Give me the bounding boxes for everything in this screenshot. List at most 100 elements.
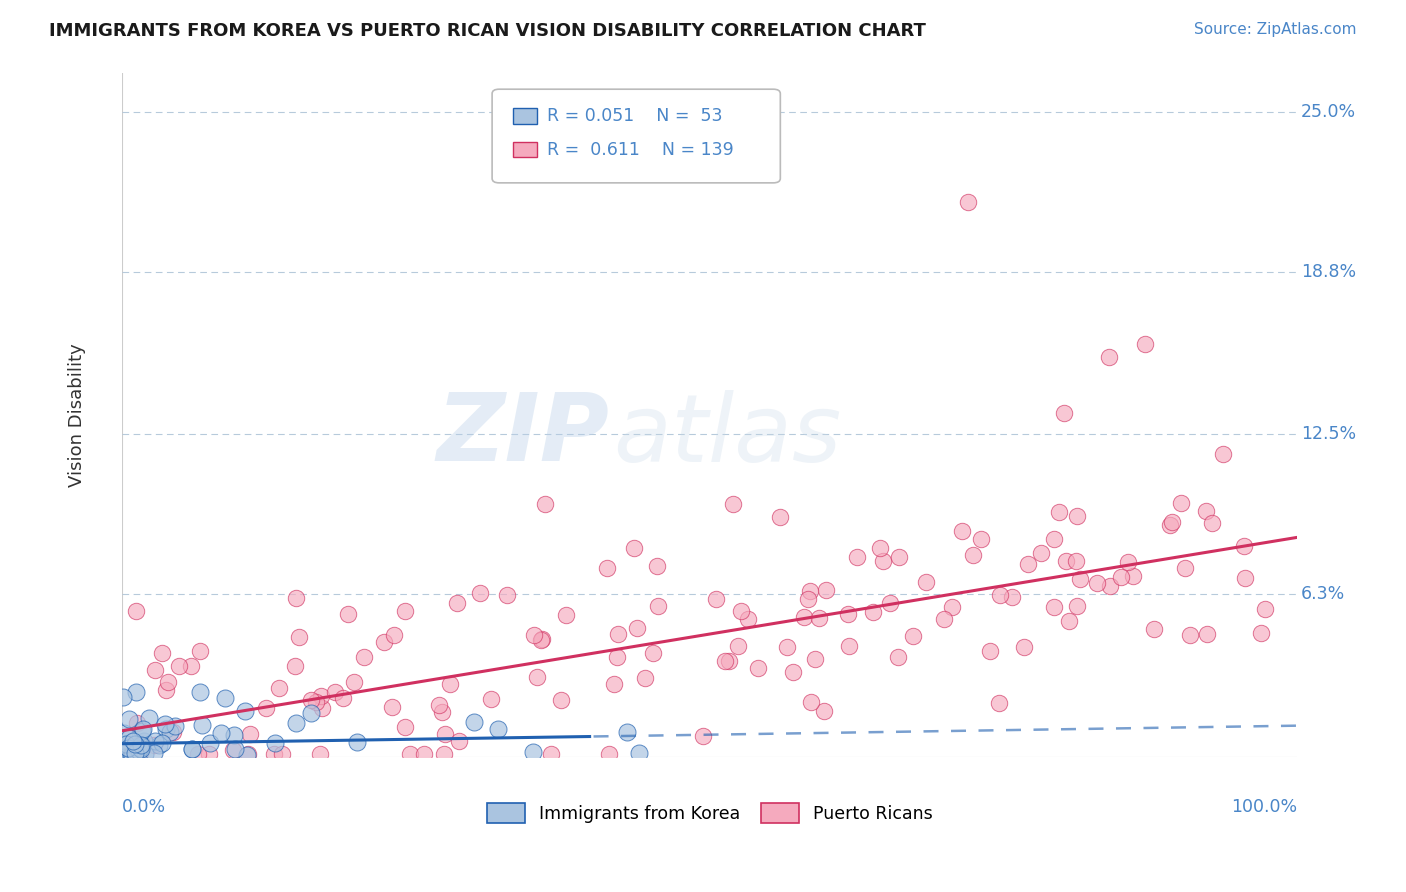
Point — [970, 532, 993, 546]
Point — [496, 588, 519, 602]
Point — [932, 612, 955, 626]
Point — [775, 640, 797, 654]
Point — [1001, 591, 1024, 605]
Point — [1109, 570, 1132, 584]
Point — [233, 704, 256, 718]
Point — [616, 725, 638, 739]
Point — [1122, 568, 1144, 582]
Point — [120, 747, 142, 762]
Point — [309, 747, 332, 761]
Point — [299, 706, 322, 720]
Point — [808, 611, 831, 625]
Point — [606, 649, 628, 664]
Point — [112, 749, 135, 764]
Point — [915, 575, 938, 590]
Point — [143, 738, 166, 752]
Point — [1066, 599, 1088, 613]
Point — [198, 747, 221, 761]
Point — [555, 607, 578, 622]
Point — [337, 607, 360, 622]
Point — [887, 650, 910, 665]
Point — [596, 561, 619, 575]
Point — [603, 677, 626, 691]
Point — [288, 630, 311, 644]
Point — [138, 710, 160, 724]
Point — [148, 738, 170, 752]
Point — [299, 693, 322, 707]
Point — [239, 727, 262, 741]
Point — [486, 722, 509, 736]
Point — [1116, 555, 1139, 569]
Point — [957, 194, 980, 209]
Text: atlas: atlas — [613, 390, 841, 481]
Point — [198, 736, 221, 750]
Point — [598, 747, 620, 761]
Point — [190, 718, 212, 732]
Text: IMMIGRANTS FROM KOREA VS PUERTO RICAN VISION DISABILITY CORRELATION CHART: IMMIGRANTS FROM KOREA VS PUERTO RICAN VI… — [49, 22, 927, 40]
Point — [633, 671, 655, 685]
Point — [167, 659, 190, 673]
Point — [626, 621, 648, 635]
Point — [550, 692, 572, 706]
Point — [1098, 579, 1121, 593]
Point — [1133, 336, 1156, 351]
Point — [526, 670, 548, 684]
Point — [332, 691, 354, 706]
Point — [1054, 554, 1077, 568]
Point — [399, 747, 422, 761]
Text: 6.3%: 6.3% — [1301, 585, 1346, 603]
Point — [155, 722, 177, 736]
Point — [1197, 627, 1219, 641]
Point — [838, 639, 860, 653]
Point — [1031, 545, 1053, 559]
Point — [311, 700, 333, 714]
Point — [152, 736, 174, 750]
Point — [162, 725, 184, 739]
Point — [879, 596, 901, 610]
Point — [157, 675, 180, 690]
Point — [190, 644, 212, 658]
Point — [799, 583, 821, 598]
Point — [627, 746, 650, 760]
Point — [647, 559, 669, 574]
Point — [222, 728, 245, 742]
Point — [381, 699, 404, 714]
Point — [1212, 447, 1234, 461]
Point — [112, 726, 135, 740]
Point — [714, 654, 737, 668]
Point — [124, 746, 146, 760]
Point — [188, 685, 211, 699]
Point — [523, 627, 546, 641]
Point — [647, 599, 669, 614]
Point — [285, 591, 308, 605]
Point — [311, 689, 333, 703]
Point — [128, 744, 150, 758]
Point — [730, 604, 752, 618]
Point — [1014, 640, 1036, 654]
Point — [124, 737, 146, 751]
Point — [449, 734, 471, 748]
Point — [115, 737, 138, 751]
Point — [1069, 572, 1091, 586]
Point — [236, 748, 259, 763]
Point — [112, 746, 135, 760]
Text: 100.0%: 100.0% — [1232, 797, 1298, 815]
Point — [413, 747, 436, 761]
Point — [394, 604, 416, 618]
Text: 0.0%: 0.0% — [122, 797, 166, 815]
Point — [1047, 505, 1070, 519]
Point — [862, 605, 884, 619]
Point — [305, 695, 328, 709]
Point — [325, 685, 347, 699]
Text: 25.0%: 25.0% — [1301, 103, 1357, 120]
Point — [427, 698, 450, 713]
Point — [941, 599, 963, 614]
Point — [152, 647, 174, 661]
Point — [1064, 554, 1087, 568]
Text: 18.8%: 18.8% — [1301, 262, 1357, 281]
Point — [1085, 576, 1108, 591]
Point — [132, 722, 155, 736]
Point — [143, 734, 166, 748]
Point — [1250, 626, 1272, 640]
Point — [254, 701, 277, 715]
